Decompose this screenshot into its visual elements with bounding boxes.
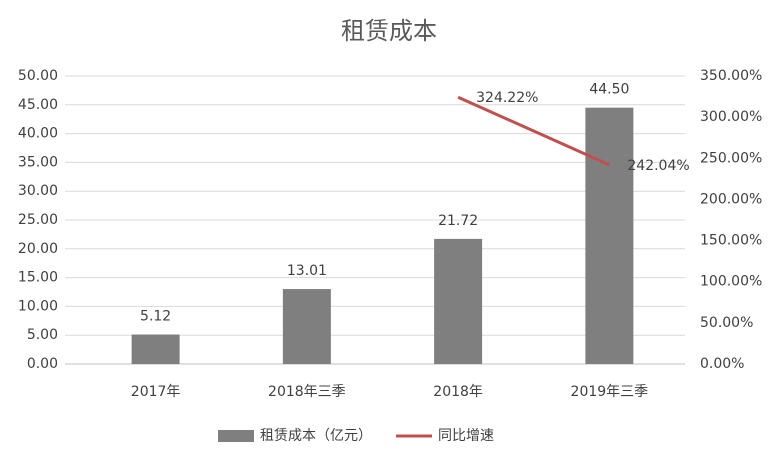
bar — [585, 107, 634, 365]
data-label: 5.12 — [140, 309, 171, 325]
legend-label: 同比增速 — [438, 428, 494, 444]
data-label: 44.50 — [589, 82, 629, 98]
legend-swatch — [218, 430, 254, 442]
y-tick-label: 5.00 — [27, 327, 58, 343]
y-tick-label: 35.00 — [18, 154, 58, 170]
data-label: 242.04% — [627, 158, 689, 174]
x-tick-label: 2018年 — [433, 384, 483, 400]
bar — [131, 334, 180, 364]
y2-tick-label: 50.00% — [700, 315, 753, 331]
chart-title: 租赁成本 — [341, 17, 437, 45]
x-tick-label: 2017年 — [131, 384, 181, 400]
y-tick-label: 25.00 — [18, 212, 58, 228]
y-tick-label: 15.00 — [18, 270, 58, 286]
data-label: 324.22% — [476, 90, 538, 106]
y-tick-label: 30.00 — [18, 183, 58, 199]
y2-tick-label: 0.00% — [700, 356, 744, 372]
y-tick-label: 45.00 — [18, 97, 58, 113]
x-tick-label: 2019年三季 — [571, 384, 649, 400]
line — [457, 95, 610, 167]
y-tick-label: 10.00 — [18, 298, 58, 314]
bar — [434, 238, 483, 364]
y2-tick-label: 200.00% — [700, 191, 762, 207]
y2-tick-label: 350.00% — [700, 68, 762, 84]
data-label: 21.72 — [438, 213, 478, 229]
y2-tick-label: 300.00% — [700, 109, 762, 125]
y2-tick-label: 250.00% — [700, 150, 762, 166]
y2-tick-label: 100.00% — [700, 274, 762, 290]
y-tick-label: 50.00 — [18, 68, 58, 84]
legend-label: 租赁成本（亿元） — [260, 428, 372, 444]
data-label: 13.01 — [287, 263, 327, 279]
bar — [282, 289, 331, 364]
y-tick-label: 0.00 — [27, 356, 58, 372]
y2-tick-label: 150.00% — [700, 233, 762, 249]
y-tick-label: 20.00 — [18, 241, 58, 257]
x-tick-label: 2018年三季 — [268, 384, 346, 400]
y-tick-label: 40.00 — [18, 126, 58, 142]
